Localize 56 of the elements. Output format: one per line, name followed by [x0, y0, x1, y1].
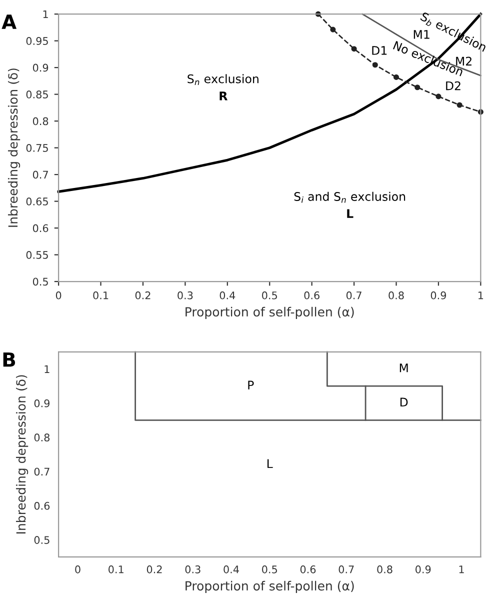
x-tick-label: 0.1 — [93, 291, 108, 300]
x-tick-label: 0.6 — [300, 565, 316, 574]
y-axis-title: Inbreeding depression (δ) — [16, 375, 28, 534]
y-tick-label: 0.85 — [26, 90, 48, 98]
annotation: S$_{n}$ exclusion — [188, 74, 258, 86]
y-tick-label: 0.5 — [34, 536, 50, 544]
x-tick-label: 1 — [459, 566, 464, 574]
x-tick-label: 0.4 — [220, 291, 236, 300]
x-tick-label: 0.5 — [262, 565, 277, 574]
x-tick-label: 0.1 — [108, 565, 124, 574]
x-tick-label: 0.4 — [224, 565, 239, 574]
annotation: D — [400, 398, 408, 406]
chart-title: A — [2, 14, 17, 29]
y-tick-label: 1 — [44, 365, 50, 373]
x-tick-label: 0 — [56, 291, 62, 300]
annotation: R — [220, 92, 228, 100]
annotation: L — [347, 209, 354, 218]
y-tick-label: 0.95 — [26, 37, 48, 45]
x-tick-label: 0.7 — [338, 565, 354, 574]
y-tick-label: 0.7 — [34, 468, 50, 476]
y-tick-label: 0.6 — [34, 502, 50, 510]
x-tick-label: 0.9 — [416, 565, 431, 574]
x-tick-label: 0.6 — [304, 291, 320, 300]
annotation: S$_{i}$ and S$_{n}$ exclusion — [294, 192, 406, 203]
x-tick-label: 0.5 — [262, 291, 277, 300]
x-axis-title: Proportion of self-pollen (α) — [186, 306, 354, 319]
annotation: L — [267, 459, 273, 468]
x-axis-title: Proportion of self-pollen (α) — [186, 580, 354, 593]
annotation: D2 — [446, 81, 460, 90]
annotation: M1 — [414, 30, 430, 39]
y-tick-label: 0.7 — [32, 170, 48, 179]
y-axis-title: Inbreeding depression (δ) — [8, 68, 20, 227]
y-tick-label: 0.65 — [26, 198, 48, 206]
x-tick-label: 0.3 — [185, 565, 200, 574]
x-tick-label: 0.9 — [430, 291, 446, 300]
x-tick-label: 0.3 — [178, 291, 193, 300]
x-tick-label: 0 — [75, 565, 80, 574]
x-tick-label: 0.8 — [377, 565, 392, 574]
x-tick-label: 0.7 — [346, 291, 362, 300]
annotation: M — [400, 364, 408, 372]
y-tick-label: 0.9 — [32, 64, 48, 72]
y-tick-label: 0.5 — [32, 278, 48, 286]
y-tick-label: 0.75 — [26, 144, 48, 152]
x-tick-label: 0.2 — [146, 565, 162, 574]
y-tick-label: 1 — [43, 10, 48, 18]
annotation: D1 — [372, 46, 387, 55]
y-tick-label: 0.8 — [32, 117, 48, 126]
y-tick-label: 0.9 — [34, 399, 50, 408]
y-tick-label: 0.6 — [32, 224, 48, 232]
y-tick-label: 0.55 — [26, 251, 48, 259]
y-tick-label: 0.8 — [34, 434, 50, 442]
x-tick-label: 0.8 — [388, 291, 404, 300]
annotation: P — [248, 380, 254, 390]
chart-title: B — [3, 352, 16, 367]
x-tick-label: 1 — [478, 292, 484, 300]
x-tick-label: 0.2 — [135, 291, 150, 300]
